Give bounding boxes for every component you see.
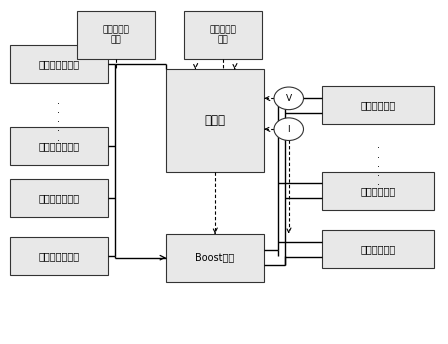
- Text: 控制器: 控制器: [205, 114, 225, 127]
- FancyBboxPatch shape: [184, 11, 262, 59]
- FancyBboxPatch shape: [166, 69, 264, 172]
- Text: 薄膜太阳能电池: 薄膜太阳能电池: [38, 251, 79, 261]
- Circle shape: [274, 87, 303, 110]
- Text: 第一温度传
感器: 第一温度传 感器: [102, 25, 129, 45]
- Text: 半导体制冷片: 半导体制冷片: [361, 100, 396, 110]
- Text: I: I: [288, 125, 290, 134]
- FancyBboxPatch shape: [322, 86, 434, 124]
- Text: ·
·
·
·
·: · · · · ·: [57, 99, 60, 146]
- FancyBboxPatch shape: [77, 11, 155, 59]
- FancyBboxPatch shape: [322, 172, 434, 210]
- Text: V: V: [286, 94, 292, 103]
- FancyBboxPatch shape: [9, 237, 108, 275]
- FancyBboxPatch shape: [322, 230, 434, 268]
- FancyBboxPatch shape: [9, 128, 108, 165]
- FancyBboxPatch shape: [9, 179, 108, 216]
- Text: 薄膜太阳能电池: 薄膜太阳能电池: [38, 193, 79, 203]
- Text: 半导体制冷片: 半导体制冷片: [361, 244, 396, 254]
- FancyBboxPatch shape: [166, 234, 264, 282]
- Text: ·
·
·
·
·: · · · · ·: [377, 143, 379, 190]
- Text: 薄膜太阳能电池: 薄膜太阳能电池: [38, 141, 79, 151]
- Text: 薄膜太阳能电池: 薄膜太阳能电池: [38, 59, 79, 69]
- Circle shape: [274, 118, 303, 140]
- Text: 半导体制冷片: 半导体制冷片: [361, 186, 396, 196]
- Text: Boost电路: Boost电路: [195, 252, 235, 263]
- Text: 第二温度传
感器: 第二温度传 感器: [210, 25, 237, 45]
- FancyBboxPatch shape: [9, 45, 108, 83]
